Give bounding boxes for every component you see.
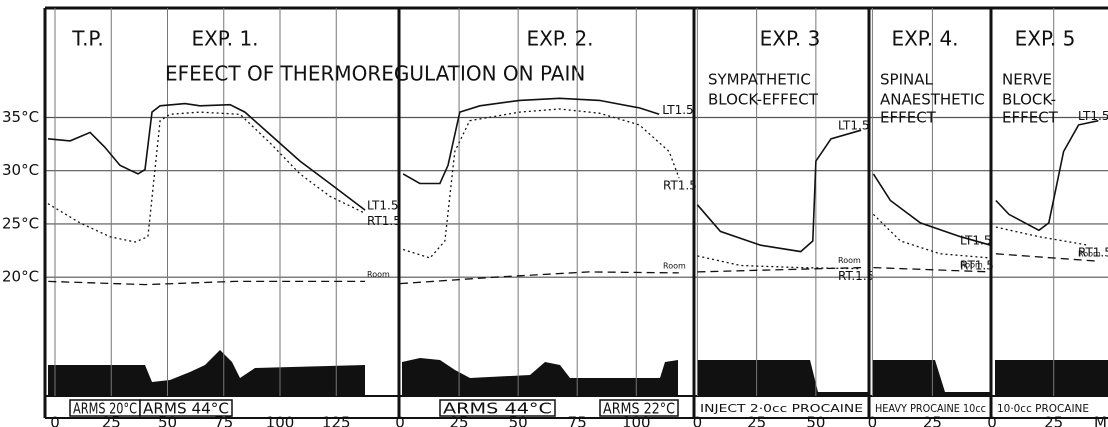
line-series — [697, 266, 862, 273]
line-series — [872, 173, 991, 246]
series-label: LT1.5 — [1078, 109, 1108, 123]
series-label: RT1.5 — [367, 214, 401, 228]
x-tick-label: 75 — [568, 414, 587, 427]
x-tick-label: 75 — [214, 414, 233, 427]
panel-subtitle: SPINAL — [880, 71, 933, 89]
x-tick-label: 25 — [747, 414, 766, 427]
line-series — [696, 129, 862, 253]
series-label: RT1.5 — [960, 259, 994, 273]
panel-subtitle: EFEECT OF THERMOREGULATION ON PAIN — [165, 62, 585, 86]
panel-subtitle: NERVE — [1002, 71, 1052, 89]
response-band — [402, 358, 678, 395]
panel-subtitle: SYMPATHETIC — [708, 71, 811, 89]
series-label: Room — [367, 270, 390, 279]
annotation: HEAVY PROCAINE 10cc — [875, 402, 986, 415]
x-tick-label: 50 — [158, 414, 177, 427]
series-label: RT1.5 — [663, 179, 697, 193]
panel-title: EXP. 1. — [191, 27, 258, 51]
line-series — [48, 280, 366, 286]
series-label: LT1.5 — [960, 234, 991, 248]
series-label: RT.1.5 — [838, 269, 874, 283]
x-tick-label: 0 — [693, 414, 703, 427]
x-tick-label: 25 — [102, 414, 121, 427]
response-band — [48, 350, 365, 395]
panel-subtitle: ANAESTHETIC — [880, 91, 985, 109]
response-band — [697, 360, 868, 395]
x-tick-label: 25 — [923, 414, 942, 427]
panel-title: EXP. 5 — [1015, 27, 1076, 51]
annotation: INJECT 2·0cc PROCAINE — [700, 402, 863, 415]
response-band — [995, 360, 1108, 395]
line-series — [47, 102, 366, 211]
series-label: RT1.5 — [1078, 246, 1108, 260]
annotation: ARMS 44°C — [443, 400, 552, 418]
panel-title: EXP. 2. — [526, 27, 593, 51]
annotation-box — [599, 399, 679, 417]
series-label: LT1.5 — [838, 119, 869, 133]
x-tick-label: 25 — [450, 414, 469, 427]
panel-title: EXP. 4. — [891, 27, 958, 51]
annotation-box — [139, 399, 233, 417]
panel-label: T.P. — [71, 27, 104, 51]
annotation: 10·0cc PROCAINE — [997, 402, 1089, 415]
x-tick-label: 0 — [987, 414, 997, 427]
series-label: Room — [1078, 250, 1101, 259]
annotation: ARMS 44°C — [143, 400, 229, 418]
x-tick-label: 0 — [395, 414, 405, 427]
x-axis-label: MIN — [1094, 414, 1108, 427]
series-label: Room — [838, 256, 861, 265]
x-tick-label: 100 — [622, 414, 651, 427]
y-tick-label: 35°C — [2, 108, 39, 126]
panel-title: EXP. 3 — [760, 27, 821, 51]
panel-subtitle: BLOCK-EFFECT — [708, 91, 819, 109]
x-tick-label: 25 — [1044, 414, 1063, 427]
annotation: ARMS 20°C — [73, 400, 137, 418]
y-tick-label: 20°C — [2, 268, 39, 286]
x-tick-label: 125 — [322, 414, 351, 427]
series-label: LT1.5 — [367, 199, 398, 213]
line-series — [47, 111, 366, 243]
panel-subtitle: BLOCK- — [1002, 91, 1056, 109]
line-series — [995, 119, 1099, 232]
line-series — [399, 271, 679, 285]
series-label: Room — [960, 260, 983, 269]
x-tick-label: 50 — [806, 414, 825, 427]
y-tick-label: 30°C — [2, 161, 39, 179]
panel-subtitle: EFFECT — [880, 109, 937, 127]
series-label: LT1.5 — [662, 103, 693, 117]
x-tick-label: 0 — [868, 414, 878, 427]
x-tick-label: 0 — [50, 414, 60, 427]
panel-subtitle: EFFECT — [1002, 109, 1059, 127]
annotation-box — [439, 399, 556, 417]
x-tick-label: 50 — [509, 414, 528, 427]
series-label: Room — [663, 261, 686, 270]
annotation: ARMS 22°C — [603, 400, 675, 418]
line-series — [995, 253, 1099, 262]
y-tick-label: 25°C — [2, 214, 39, 232]
line-series — [402, 108, 680, 259]
line-series — [402, 97, 660, 185]
x-tick-label: 100 — [266, 414, 295, 427]
line-series — [873, 266, 991, 273]
response-band — [873, 360, 990, 395]
